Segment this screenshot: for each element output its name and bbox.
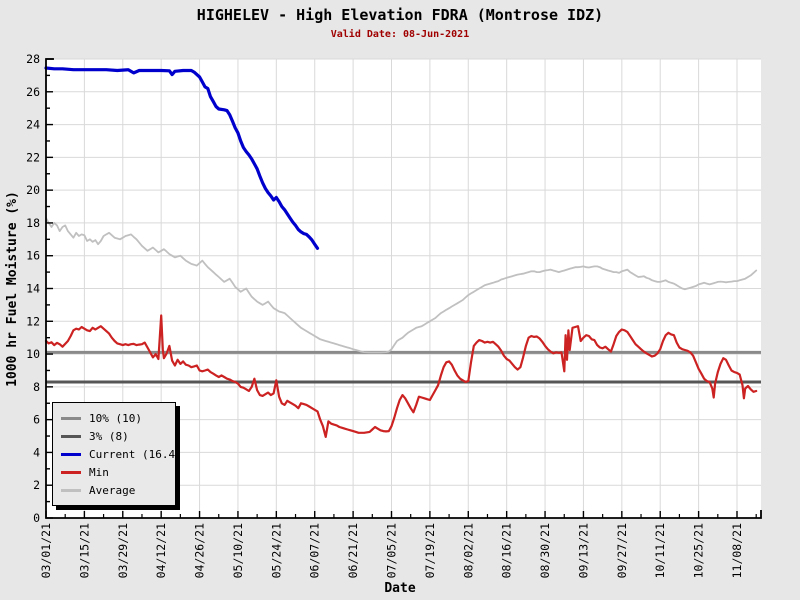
y-tick-label: 26 — [26, 85, 40, 99]
legend-item: Min — [61, 463, 167, 481]
x-tick-label: 05/10/21 — [231, 523, 245, 578]
y-tick-label: 10 — [26, 347, 40, 361]
y-tick-label: 22 — [26, 150, 40, 164]
legend-swatch — [61, 416, 81, 420]
y-tick-label: 8 — [33, 380, 40, 394]
legend-swatch — [61, 470, 81, 474]
legend-label: Current (16.4) — [89, 447, 182, 461]
legend-swatch — [61, 452, 81, 456]
x-tick-label: 09/27/21 — [615, 523, 629, 578]
series-average — [45, 217, 758, 354]
legend-item: Average — [61, 481, 167, 499]
y-tick-label: 4 — [33, 445, 40, 459]
x-axis-title: Date — [384, 581, 415, 596]
x-tick-label: 03/15/21 — [77, 523, 91, 578]
x-tick-label: 07/19/21 — [423, 523, 437, 578]
y-tick-label: 28 — [26, 52, 40, 66]
legend-item: 3% (8) — [61, 427, 167, 445]
y-axis-title: 1000 hr Fuel Moisture (%) — [5, 191, 20, 387]
legend: 10% (10) 3% (8) Current (16.4) Min Average — [52, 402, 182, 506]
series-current-16-4 — [44, 66, 320, 250]
x-tick-label: 11/08/21 — [730, 523, 744, 578]
x-tick-label: 06/21/21 — [346, 523, 360, 578]
legend-label: 10% (10) — [89, 411, 142, 425]
x-tick-label: 05/24/21 — [269, 523, 283, 578]
valid-date-subtitle: Valid Date: 08-Jun-2021 — [330, 29, 470, 40]
x-tick-label: 03/29/21 — [116, 523, 130, 578]
x-tick-label: 09/13/21 — [576, 523, 590, 578]
x-tick-label: 08/30/21 — [538, 523, 552, 578]
x-tick-label: 06/07/21 — [308, 523, 322, 578]
chart-title: HIGHELEV - High Elevation FDRA (Montrose… — [196, 6, 604, 24]
x-tick-label: 03/01/21 — [39, 523, 53, 578]
series-min — [44, 314, 758, 438]
x-tick-label: 08/16/21 — [500, 523, 514, 578]
legend-label: 3% (8) — [89, 429, 129, 443]
y-tick-label: 24 — [26, 118, 40, 132]
legend-item: 10% (10) — [61, 409, 167, 427]
x-tick-label: 08/02/21 — [461, 523, 475, 578]
legend-swatch — [61, 434, 81, 438]
legend-label: Min — [89, 465, 109, 479]
x-tick-label: 04/12/21 — [154, 523, 168, 578]
y-tick-label: 16 — [26, 249, 40, 263]
y-tick-label: 14 — [26, 282, 40, 296]
x-tick-label: 04/26/21 — [193, 523, 207, 578]
y-tick-label: 6 — [33, 413, 40, 427]
x-tick-label: 07/05/21 — [385, 523, 399, 578]
y-tick-label: 0 — [33, 511, 40, 525]
x-tick-label: 10/11/21 — [653, 523, 667, 578]
legend-label: Average — [89, 483, 136, 497]
y-tick-label: 2 — [33, 478, 40, 492]
legend-item: Current (16.4) — [61, 445, 182, 463]
legend-swatch — [61, 488, 81, 492]
x-tick-label: 10/25/21 — [692, 523, 706, 578]
y-tick-label: 18 — [26, 216, 40, 230]
y-tick-label: 12 — [26, 314, 40, 328]
y-tick-label: 20 — [26, 183, 40, 197]
